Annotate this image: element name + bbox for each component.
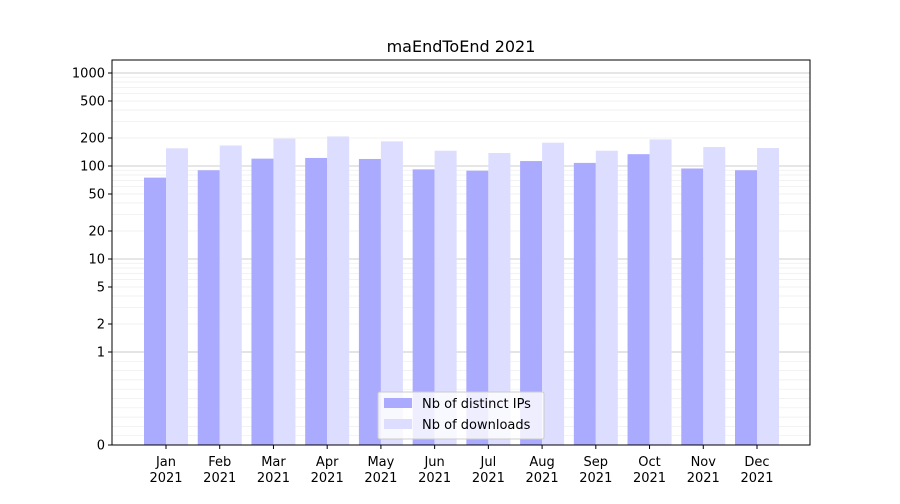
y-tick-label: 1000 [72,67,105,82]
x-tick-label: Mar 2021 [257,455,290,486]
legend-swatch-downloads [384,419,412,429]
bar-distinct-ips [197,170,220,446]
x-tick-month: Oct [638,455,660,470]
x-tick-month: Jul [480,455,497,470]
bar-distinct-ips [627,154,650,445]
bar-downloads [380,141,403,445]
bar-distinct-ips [520,161,543,445]
legend-swatch-distinct-ips [384,398,412,408]
y-tick-label: 100 [80,160,105,175]
x-tick-year: 2021 [149,471,182,486]
chart-title: maEndToEnd 2021 [387,37,536,56]
bar-distinct-ips [305,157,328,445]
y-axis-ticks: 0 1 2 5 10 20 50 100 200 500 1000 [72,67,112,454]
x-tick-label: May 2021 [364,455,397,486]
legend: Nb of distinct IPs Nb of downloads [377,391,545,440]
x-tick-label: Aug 2021 [526,455,559,486]
x-tick-label: Oct 2021 [633,455,666,486]
bar-distinct-ips [466,170,489,445]
x-tick-month: Nov [691,455,717,470]
bar-downloads [434,150,457,445]
x-tick-year: 2021 [579,471,612,486]
legend-label-distinct-ips: Nb of distinct IPs [422,397,531,412]
bar-downloads [595,150,618,445]
y-tick-label: 2 [97,318,105,333]
legend-box [377,391,545,440]
x-tick-month: Mar [261,455,286,470]
bar-downloads [219,145,242,445]
y-tick-label: 20 [88,225,105,240]
x-tick-month: Jan [155,455,176,470]
x-tick-label: Nov 2021 [687,455,720,486]
x-tick-month: Dec [744,455,769,470]
x-tick-label: Jan 2021 [149,455,182,486]
bar-distinct-ips [735,170,757,446]
y-tick-label: 50 [88,187,105,202]
bar-distinct-ips [412,169,435,445]
bar-distinct-ips [251,158,274,445]
x-tick-month: Aug [529,455,554,470]
y-tick-label: 1 [97,346,105,361]
x-tick-year: 2021 [311,471,344,486]
x-tick-year: 2021 [633,471,666,486]
y-tick-label: 500 [80,94,105,109]
x-tick-month: Jun [423,455,444,470]
bar-downloads [273,138,296,446]
bar-downloads [757,148,779,445]
x-tick-month: Feb [208,455,231,470]
bar-downloads [166,148,188,446]
x-tick-year: 2021 [203,471,236,486]
y-tick-label: 10 [88,253,105,268]
bar-downloads [327,136,350,445]
y-tick-label: 5 [97,280,105,295]
y-tick-label: 200 [80,132,105,147]
x-tick-label: Sep 2021 [579,455,612,486]
x-tick-label: Jun 2021 [418,455,451,486]
x-tick-label: Apr 2021 [311,455,344,486]
bars [144,136,779,446]
x-tick-year: 2021 [740,471,773,486]
legend-label-downloads: Nb of downloads [422,418,531,433]
bar-distinct-ips [681,168,704,445]
x-tick-year: 2021 [364,471,397,486]
bar-downloads [649,139,672,445]
x-tick-year: 2021 [472,471,505,486]
y-tick-label: 0 [97,439,105,454]
x-tick-year: 2021 [687,471,720,486]
bar-distinct-ips [573,162,596,445]
bar-downloads [488,152,511,445]
x-tick-year: 2021 [257,471,290,486]
x-tick-label: Feb 2021 [203,455,236,486]
x-tick-month: Apr [316,455,339,470]
bar-distinct-ips [358,158,381,446]
x-tick-label: Jul 2021 [472,455,505,486]
plot-frame [111,59,811,446]
bar-downloads [703,147,726,445]
x-tick-month: Sep [584,455,609,470]
bar-downloads [542,142,565,445]
x-tick-label: Dec 2021 [740,455,773,486]
bar-distinct-ips [144,177,166,445]
x-tick-month: May [367,455,394,470]
x-tick-year: 2021 [526,471,559,486]
x-tick-year: 2021 [418,471,451,486]
